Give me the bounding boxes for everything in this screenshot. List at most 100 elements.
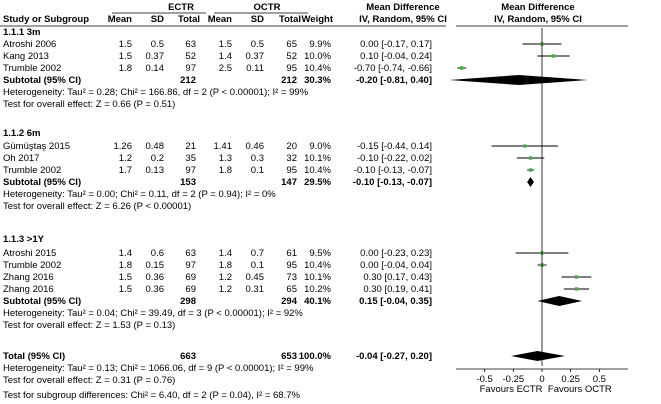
subgroup-differences: Test for subgroup differences: Chi² = 6.… — [3, 390, 301, 401]
study-row-1-1-weight: 9.9% — [309, 39, 331, 50]
study-row-1-1-ectr-mean: 1.5 — [119, 39, 132, 50]
total-heterogeneity: Heterogeneity: Tau² = 0.13; Chi² = 1066.… — [3, 363, 314, 374]
study-row-3-4-ci-text: 0.30 [0.19, 0.41] — [363, 284, 432, 295]
study-row-3-4-weight: 10.2% — [304, 284, 331, 295]
study-row-3-4-ectr-mean: 1.5 — [119, 284, 132, 295]
total-ci-text: -0.04 [-0.27, 0.20] — [356, 351, 432, 362]
study-row-1-2-octr-sd: 0.37 — [246, 51, 265, 62]
header-ectr-sd: SD — [151, 14, 164, 25]
header-octr: OCTR — [254, 2, 281, 13]
study-row-2-1-name: Gümüştaş 2015 — [3, 141, 70, 152]
study-row-2-1-weight: 9.0% — [309, 141, 331, 152]
study-row-3-3-ci-text: 0.30 [0.17, 0.43] — [363, 272, 432, 283]
subtotal-weight-1: 30.3% — [304, 75, 331, 86]
subtotal-diamond-1 — [449, 75, 588, 85]
study-row-2-3-point — [528, 168, 533, 172]
study-row-1-3-point — [460, 66, 464, 70]
x-tick-label-4: 0.25 — [561, 374, 580, 385]
study-row-2-3-ectr-total: 97 — [185, 165, 196, 176]
subtotal-ectr-total-1: 212 — [180, 75, 196, 86]
subtotal-diamond-3 — [537, 296, 583, 306]
header-effect-title: Mean Difference — [366, 2, 439, 13]
header-weight: Weight — [302, 14, 334, 25]
header-ectr-total: Total — [178, 14, 200, 25]
study-row-1-1-octr-mean: 1.5 — [219, 39, 232, 50]
study-row-1-2-ci-text: 0.10 [-0.04, 0.24] — [360, 51, 432, 62]
overall-effect-3: Test for overall effect: Z = 1.53 (P = 0… — [3, 320, 175, 331]
x-tick-label-1: -0.5 — [476, 374, 492, 385]
subtotal-weight-3: 40.1% — [304, 296, 331, 307]
study-row-1-2-ectr-total: 52 — [185, 51, 196, 62]
study-row-3-3-name: Zhang 2016 — [3, 272, 54, 283]
study-row-1-2-point — [551, 54, 556, 58]
study-row-3-1-octr-sd: 0.7 — [251, 248, 264, 259]
study-row-3-2-ectr-mean: 1.8 — [119, 260, 132, 271]
study-row-3-2-ci-text: 0.00 [-0.04, 0.04] — [360, 260, 432, 271]
study-row-3-1-ci-text: 0.00 [-0.23, 0.23] — [360, 248, 432, 259]
study-row-3-2-name: Trumble 2002 — [3, 260, 61, 271]
header-plot-title: Mean Difference — [501, 2, 574, 13]
study-row-1-3-octr-total: 95 — [286, 63, 297, 74]
study-row-2-3-weight: 10.4% — [304, 165, 331, 176]
study-row-3-1-octr-mean: 1.4 — [219, 248, 232, 259]
header-effect-sub: IV, Random, 95% CI — [359, 14, 447, 25]
subtotal-weight-2: 29.5% — [304, 177, 331, 188]
header-study: Study or Subgroup — [3, 14, 89, 25]
heterogeneity-3: Heterogeneity: Tau² = 0.04; Chi² = 39.49… — [3, 308, 303, 319]
total-label: Total (95% CI) — [3, 351, 65, 362]
study-row-3-2-octr-mean: 1.8 — [219, 260, 232, 271]
total-ectr-total: 663 — [180, 351, 196, 362]
study-row-2-3-octr-sd: 0.1 — [251, 165, 264, 176]
study-row-2-3-ectr-sd: 0.13 — [146, 165, 165, 176]
study-row-2-2-point — [528, 156, 533, 160]
study-row-3-1-ectr-sd: 0.6 — [151, 248, 164, 259]
study-row-2-2-ectr-mean: 1.2 — [119, 153, 132, 164]
study-row-1-2-ectr-mean: 1.5 — [119, 51, 132, 62]
study-row-3-3-ectr-sd: 0.36 — [146, 272, 165, 283]
study-row-2-3-octr-mean: 1.8 — [219, 165, 232, 176]
study-row-2-1-octr-mean: 1.41 — [214, 141, 233, 152]
subtotal-ectr-total-2: 153 — [180, 177, 196, 188]
study-row-1-3-ectr-mean: 1.8 — [119, 63, 132, 74]
study-row-2-1-octr-sd: 0.46 — [246, 141, 265, 152]
subtotal-octr-total-2: 147 — [281, 177, 297, 188]
study-row-3-4-octr-total: 65 — [286, 284, 297, 295]
study-row-3-3-octr-mean: 1.2 — [219, 272, 232, 283]
overall-effect-2: Test for overall effect: Z = 6.26 (P < 0… — [3, 201, 191, 212]
subtotal-label-1: Subtotal (95% CI) — [3, 75, 81, 86]
study-row-2-2-ectr-sd: 0.2 — [151, 153, 164, 164]
study-row-1-2-weight: 10.0% — [304, 51, 331, 62]
study-row-3-4-name: Zhang 2016 — [3, 284, 54, 295]
study-row-3-4-ectr-total: 69 — [185, 284, 196, 295]
study-row-2-2-weight: 10.1% — [304, 153, 331, 164]
study-row-2-2-octr-mean: 1.3 — [219, 153, 232, 164]
study-row-1-3-octr-mean: 2.5 — [219, 63, 232, 74]
study-row-3-1-ectr-total: 63 — [185, 248, 196, 259]
heterogeneity-1: Heterogeneity: Tau² = 0.28; Chi² = 166.8… — [3, 87, 309, 98]
study-row-1-3-name: Trumble 2002 — [3, 63, 61, 74]
study-row-3-4-ectr-sd: 0.36 — [146, 284, 165, 295]
header-plot-sub: IV, Random, 95% CI — [494, 14, 582, 25]
study-row-3-1-weight: 9.5% — [309, 248, 331, 259]
subtotal-octr-total-1: 212 — [281, 75, 297, 86]
header-ectr: ECTR — [168, 2, 194, 13]
subtotal-diamond-2 — [527, 177, 534, 187]
study-row-3-3-point — [574, 275, 579, 279]
study-row-3-2-ectr-total: 97 — [185, 260, 196, 271]
study-row-1-3-ectr-total: 97 — [185, 63, 196, 74]
study-row-3-2-ectr-sd: 0.15 — [146, 260, 165, 271]
study-row-1-2-name: Kang 2013 — [3, 51, 49, 62]
study-row-3-2-octr-total: 95 — [286, 260, 297, 271]
study-row-2-1-ci-text: -0.15 [-0.44, 0.14] — [357, 141, 432, 152]
study-row-3-3-weight: 10.1% — [304, 272, 331, 283]
total-octr-total: 653 — [281, 351, 297, 362]
x-tick-label-2: -0.25 — [503, 374, 525, 385]
subtotal-ci-text-1: -0.20 [-0.81, 0.40] — [356, 75, 432, 86]
header-octr-sd: SD — [251, 14, 264, 25]
study-row-2-2-octr-total: 32 — [286, 153, 297, 164]
study-row-2-3-octr-total: 95 — [286, 165, 297, 176]
study-row-2-1-octr-total: 20 — [286, 141, 297, 152]
header-octr-total: Total — [279, 14, 301, 25]
study-row-2-3-ectr-mean: 1.7 — [119, 165, 132, 176]
study-row-3-1-octr-total: 61 — [286, 248, 297, 259]
